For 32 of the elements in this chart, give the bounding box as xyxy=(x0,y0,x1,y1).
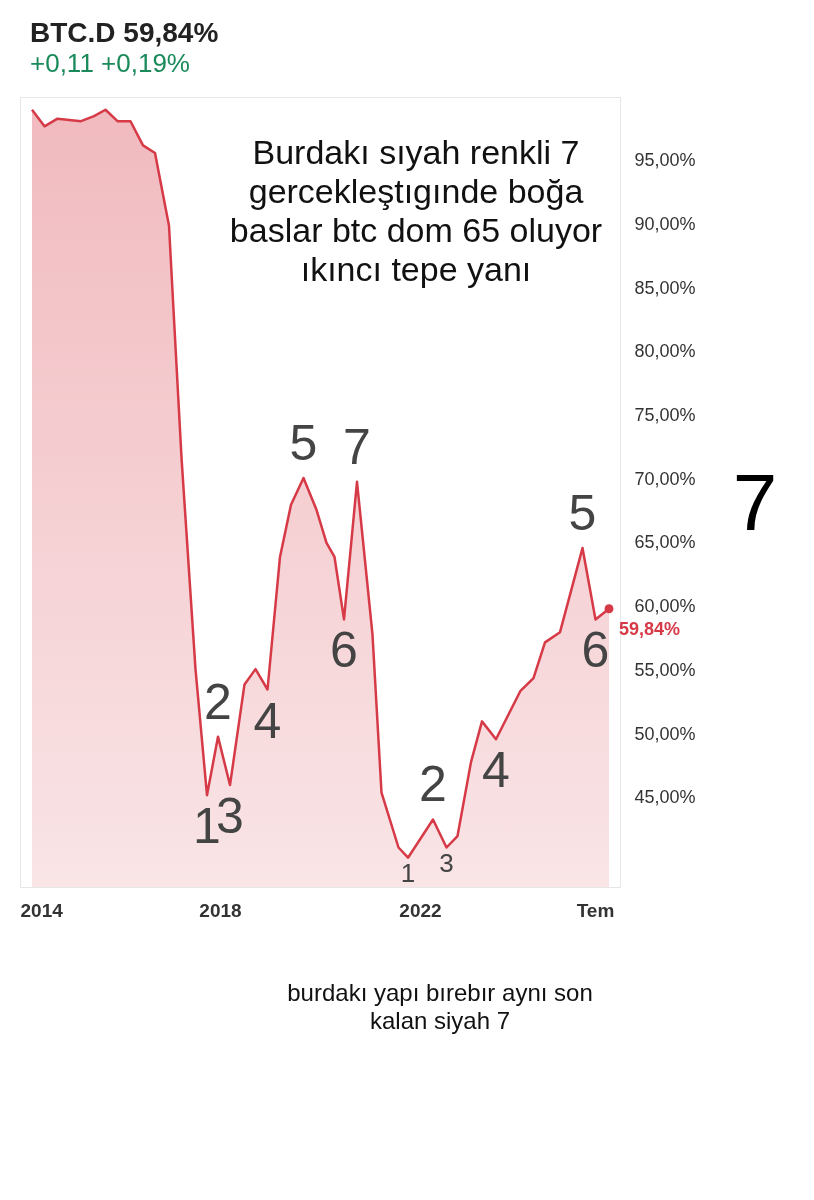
y-tick-label: 85,00% xyxy=(634,277,696,298)
y-tick-label: 95,00% xyxy=(634,150,696,171)
annotation: 4 xyxy=(482,742,510,799)
y-tick-label: 70,00% xyxy=(634,468,696,489)
chart-subtitle: +0,11 +0,19% xyxy=(30,48,190,78)
annotation: 5 xyxy=(568,485,597,542)
annotation: 6 xyxy=(330,622,358,679)
y-tick-label: 90,00% xyxy=(634,213,696,234)
x-tick-label: 2018 xyxy=(199,899,242,921)
x-tick-label: Tem xyxy=(576,899,615,921)
y-tick-label: 80,00% xyxy=(634,341,696,362)
text: 7 xyxy=(732,458,778,547)
annotation: 4 xyxy=(253,692,282,749)
annotation: 1 xyxy=(400,857,416,888)
y-tick-label: 60,00% xyxy=(634,596,696,617)
y-tick-label: 65,00% xyxy=(634,532,696,553)
y-tick-label: 45,00% xyxy=(634,787,696,808)
annotation: Burdakı sıyah renkli 7 gercekleştıgınde boğa baslar btc dom 65 oluyor ıkıncı tepe yanı xyxy=(229,133,603,289)
x-tick-label: 2022 xyxy=(399,899,442,921)
text: burdakı yapı bırebır aynı son kalan siyah 7 xyxy=(287,979,593,1034)
y-tick-label: 55,00% xyxy=(634,659,696,680)
annotation: 5 xyxy=(289,414,318,471)
annotation: 3 xyxy=(439,847,454,878)
annotation: 6 xyxy=(581,622,610,679)
y-tick-label: 50,00% xyxy=(634,723,696,744)
y-tick-label: 75,00% xyxy=(634,405,696,426)
annotation: 59,84% xyxy=(619,618,681,639)
annotation: 2 xyxy=(419,756,447,813)
annotation: 7 xyxy=(343,418,371,475)
annotation: 2 xyxy=(204,673,232,730)
chart-title: BTC.D 59,84% xyxy=(30,17,219,48)
x-tick-label: 2014 xyxy=(20,899,64,921)
